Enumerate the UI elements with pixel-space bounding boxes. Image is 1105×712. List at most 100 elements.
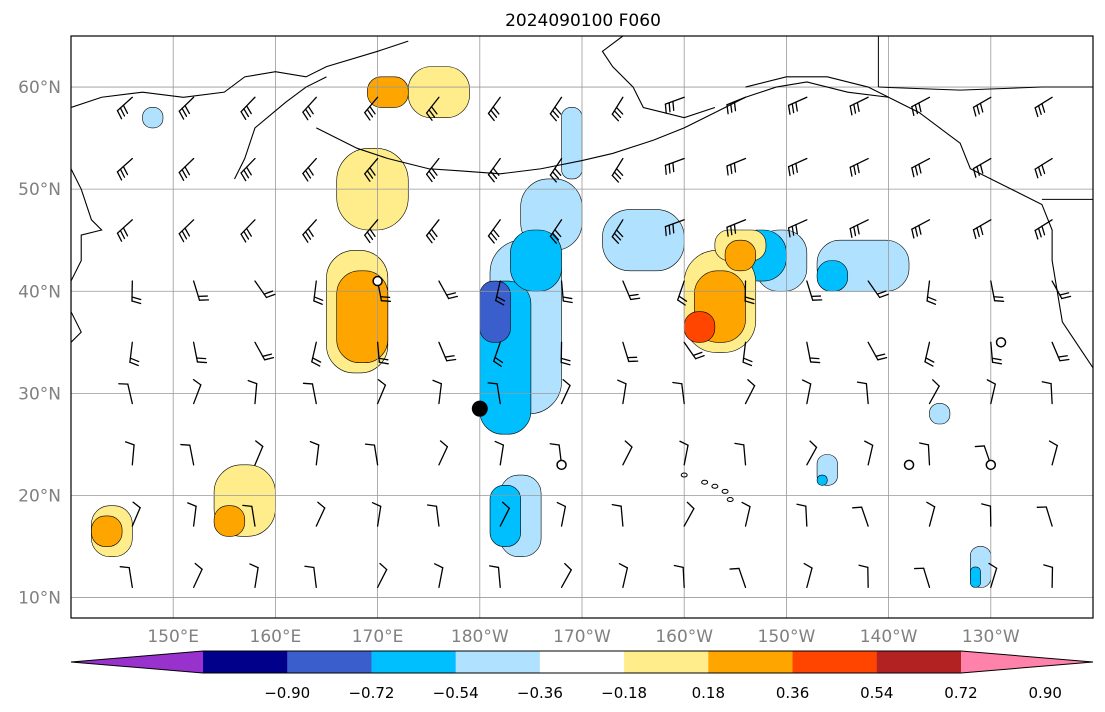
lat-tick-label: 20°N [18,486,61,506]
barb-feather [726,226,729,237]
barb-feather [972,167,977,178]
barb-feather [726,165,729,176]
barb-feather [795,101,798,112]
barb-feather [677,299,686,306]
wind-barb [488,565,501,589]
wind-barb [240,157,256,182]
wind-barb [664,157,685,175]
colorbar-segment [624,651,709,673]
wind-barb [858,564,869,589]
wind-barb [438,280,458,300]
lat-tick-label: 60°N [18,78,61,98]
barb-feather [726,104,729,115]
barb-feather [444,355,455,358]
barb-staff [865,383,869,405]
barb-feather [495,295,506,302]
barb-feather [630,297,641,301]
barb-feather [425,234,433,244]
barb-feather [853,164,857,176]
barb-feather [366,170,374,179]
barb-feather [853,103,857,114]
wind-barb [376,562,388,589]
contour-region [816,260,849,292]
barb-staff [867,444,874,466]
barb-feather [487,112,495,122]
barb-feather [979,225,984,236]
barb-feather [554,167,562,176]
contour-region [929,403,951,425]
wind-barb [560,562,572,589]
barb-staff [560,505,567,527]
barb-feather [178,171,185,181]
barb-feather [562,379,571,387]
barb-feather [991,357,1002,361]
barb-feather [426,504,438,507]
wind-barb [556,501,567,527]
wind-barb [549,219,563,244]
wind-barb [988,562,998,589]
barb-feather [554,106,562,115]
barb-staff [927,444,931,466]
barb-feather [668,102,671,113]
barb-feather [864,440,874,447]
colorbar-segment [876,651,962,673]
barb-feather [493,360,502,367]
barb-feather [116,109,123,120]
lon-tick-label: 160°E [250,627,302,647]
barb-feather [615,168,624,176]
wind-barb [849,157,869,177]
barb-staff [683,444,689,466]
contour-region [91,515,123,547]
barb-feather [551,232,560,241]
wind-barb [487,96,501,122]
barb-staff [376,568,388,589]
barb-feather [734,442,745,446]
barb-feather [364,234,371,244]
barb-feather [490,232,498,241]
barb-feather [430,106,438,115]
wind-barb [425,157,440,183]
barb-staff [990,567,998,589]
barb-feather [364,173,371,182]
colorbar-tick-label: 0.54 [860,684,893,702]
wind-barb [622,280,641,301]
wind-barb [487,157,501,183]
barb-feather [490,109,498,118]
wind-barb [178,219,195,243]
barb-feather [795,224,798,235]
coastline [71,40,409,108]
colorbar-segment [792,651,878,673]
barb-feather [981,503,992,507]
barb-feather [240,233,247,243]
wind-barb [499,501,510,527]
barb-feather [979,102,984,113]
barb-feather [304,169,312,179]
barb-staff [192,384,202,405]
barb-staff [128,566,133,589]
barb-feather [369,228,376,238]
wind-barb [124,441,135,466]
barb-feather [492,167,500,176]
barb-staff [1050,382,1053,405]
wind-barb [180,443,195,466]
wind-barb [116,157,133,181]
barb-feather [877,356,888,361]
barb-staff [928,506,936,527]
wind-barb [313,280,324,305]
barb-feather [809,440,818,448]
coastline [234,76,327,180]
barb-feather [918,102,922,113]
barb-feather [129,357,140,363]
barb-feather [307,105,314,115]
barb-feather [194,562,203,570]
barb-feather [371,502,382,508]
barb-feather [611,503,622,507]
barb-feather [265,293,276,299]
barb-feather [695,354,705,360]
wind-barb [611,96,624,122]
barb-feather [668,224,671,235]
barb-feather [378,357,389,361]
barb-feather [668,163,671,174]
barb-feather [733,101,737,112]
wind-barb [242,504,256,527]
